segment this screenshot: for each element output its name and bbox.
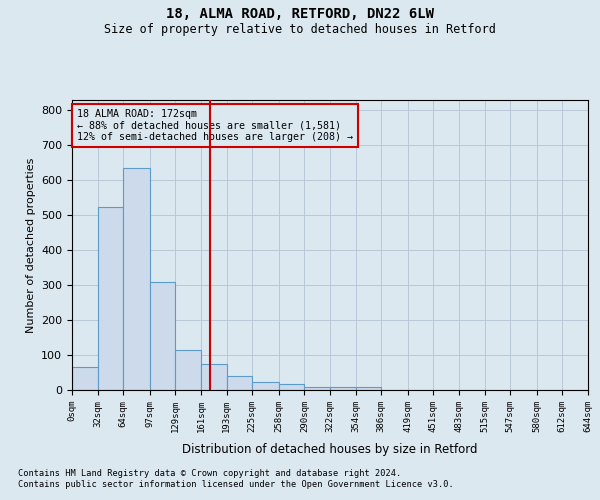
Bar (123, 168, 150, 390)
Text: Distribution of detached houses by size in Retford: Distribution of detached houses by size … (182, 442, 478, 456)
Text: Size of property relative to detached houses in Retford: Size of property relative to detached ho… (104, 22, 496, 36)
Bar (252, 382, 279, 390)
Bar (150, 282, 175, 390)
Bar (330, 386, 356, 390)
Bar (175, 350, 201, 390)
Text: Contains public sector information licensed under the Open Government Licence v3: Contains public sector information licen… (18, 480, 454, 489)
Bar (98, 206, 123, 390)
Text: 18, ALMA ROAD, RETFORD, DN22 6LW: 18, ALMA ROAD, RETFORD, DN22 6LW (166, 8, 434, 22)
Bar (72, 368, 98, 390)
Bar (227, 376, 252, 390)
Bar (279, 384, 304, 390)
Text: Contains HM Land Registry data © Crown copyright and database right 2024.: Contains HM Land Registry data © Crown c… (18, 468, 401, 477)
Bar (201, 364, 227, 390)
Bar (356, 387, 381, 390)
Text: 18 ALMA ROAD: 172sqm
← 88% of detached houses are smaller (1,581)
12% of semi-de: 18 ALMA ROAD: 172sqm ← 88% of detached h… (77, 108, 353, 142)
Bar (304, 386, 330, 390)
Y-axis label: Number of detached properties: Number of detached properties (26, 158, 35, 332)
